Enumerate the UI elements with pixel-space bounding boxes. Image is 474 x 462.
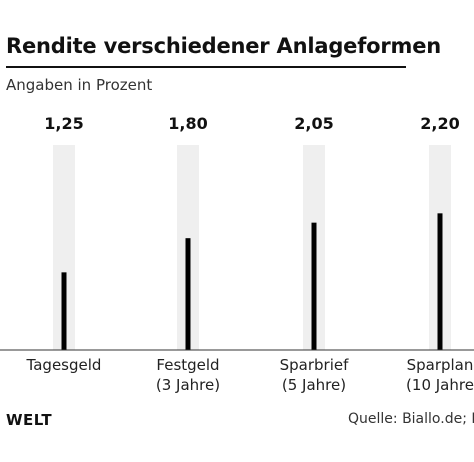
- value-label: 1,80: [168, 114, 207, 133]
- bar: [437, 213, 443, 350]
- category-label: Festgeld: [156, 356, 219, 374]
- bar: [185, 238, 191, 350]
- bar-track: [53, 145, 75, 350]
- value-label: 1,25: [44, 114, 83, 133]
- category-label: Tagesgeld: [26, 356, 102, 374]
- source-note: Quelle: Biallo.de; De: [348, 411, 474, 427]
- bar: [311, 222, 317, 350]
- chart-title: Rendite verschiedener Anlageformen: [6, 34, 441, 58]
- bar-chart: 1,25 Tagesgeld 1,80 Festgeld (3 Jahre) 2,05 Sp…: [0, 114, 474, 394]
- value-label: 2,05: [294, 114, 333, 133]
- title-rule: [6, 66, 406, 68]
- brand-logo: WELT: [6, 411, 53, 429]
- value-label: 2,20: [420, 114, 459, 133]
- category-label: Sparbrief: [280, 356, 349, 374]
- category-label: (5 Jahre): [282, 376, 346, 394]
- bar: [61, 272, 67, 350]
- category-label: Sparplan: [407, 356, 474, 374]
- category-label: (10 Jahre: [406, 376, 474, 394]
- category-label: (3 Jahre): [156, 376, 220, 394]
- chart-subtitle: Angaben in Prozent: [6, 76, 153, 94]
